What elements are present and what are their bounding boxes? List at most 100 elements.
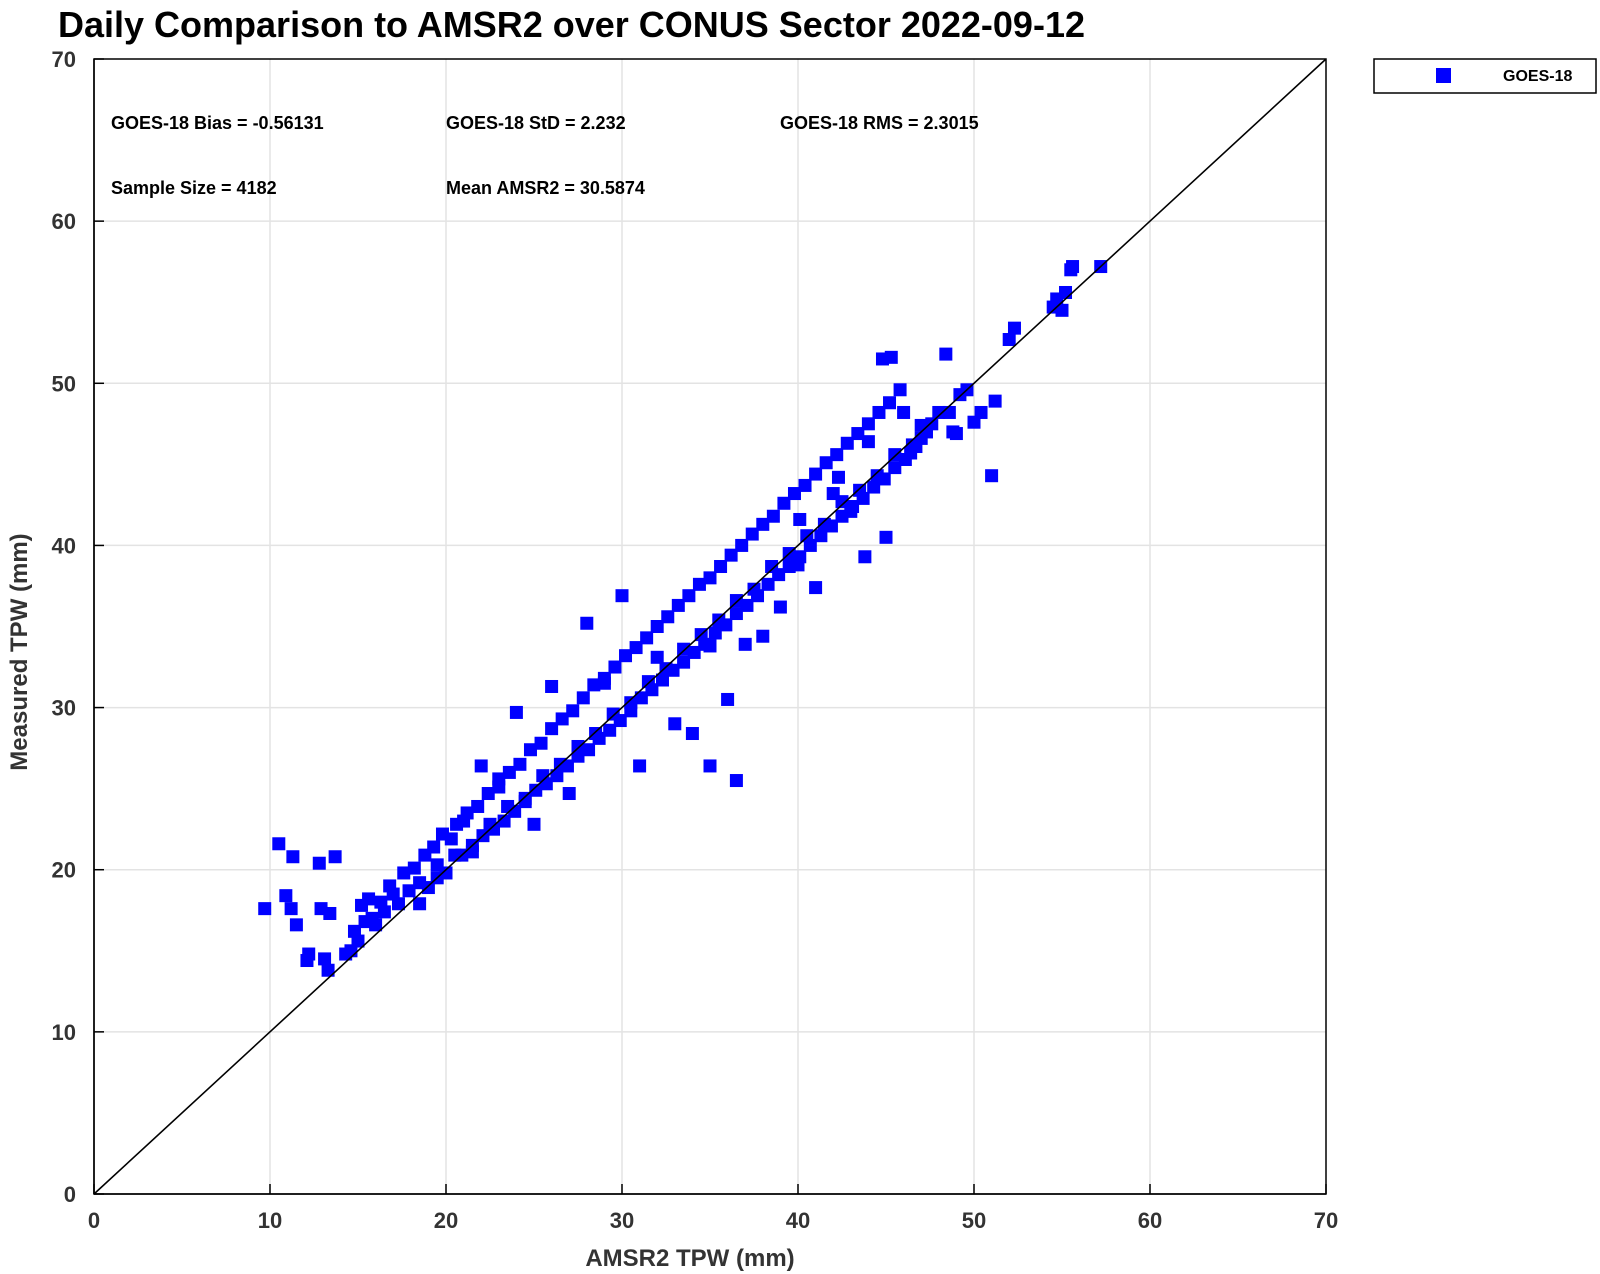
data-point (284, 902, 298, 916)
data-point (513, 757, 527, 771)
legend-marker-goes-18 (1436, 68, 1451, 83)
data-point (444, 832, 458, 846)
stat-rms: GOES-18 RMS = 2.3015 (780, 113, 979, 133)
data-point (668, 717, 682, 731)
data-point (777, 496, 791, 510)
data-point (1059, 285, 1073, 299)
data-point (302, 947, 316, 961)
data-point (703, 639, 717, 653)
x-axis-label: AMSR2 TPW (mm) (585, 1245, 794, 1272)
data-point (323, 906, 337, 920)
data-point (362, 892, 376, 906)
data-point (766, 509, 780, 523)
data-point (351, 934, 365, 948)
data-point (402, 884, 416, 898)
data-point (861, 435, 875, 449)
one-to-one-reference-line (93, 58, 1327, 1195)
data-point (576, 691, 590, 705)
data-point (597, 676, 611, 690)
data-point (258, 902, 272, 916)
data-point (724, 548, 738, 562)
data-point (615, 589, 629, 603)
data-point (925, 417, 939, 431)
data-point (523, 743, 537, 757)
legend-box (1373, 58, 1597, 94)
y-tick-label: 30 (52, 696, 76, 721)
x-tick-label: 70 (1314, 1208, 1338, 1233)
data-point (289, 918, 303, 932)
data-point (949, 427, 963, 441)
data-point (974, 405, 988, 419)
data-point (761, 577, 775, 591)
data-point (809, 467, 823, 481)
y-tick-label: 10 (52, 1020, 76, 1045)
data-point (328, 850, 342, 864)
data-point (729, 607, 743, 621)
data-point (589, 727, 603, 741)
data-point (536, 769, 550, 783)
data-point (624, 696, 638, 710)
data-point (481, 787, 495, 801)
data-point (603, 723, 617, 737)
x-tick-label: 20 (434, 1208, 458, 1233)
data-point (655, 673, 669, 687)
data-point (798, 478, 812, 492)
data-point (888, 448, 902, 462)
data-point (321, 963, 335, 977)
data-point (905, 438, 919, 452)
data-point (529, 783, 543, 797)
data-point (721, 692, 735, 706)
data-point (897, 405, 911, 419)
y-tick-label: 40 (52, 533, 76, 558)
data-point (677, 642, 691, 656)
stat-std: GOES-18 StD = 2.232 (446, 113, 626, 133)
data-point (819, 456, 833, 470)
data-point (501, 799, 515, 813)
data-point (729, 594, 743, 608)
stat-sample-size: Sample Size = 4182 (111, 178, 277, 198)
data-point (312, 856, 326, 870)
data-point (677, 655, 691, 669)
data-point (939, 347, 953, 361)
statistics-annotations: GOES-18 Bias = -0.56131 GOES-18 StD = 2.… (111, 113, 979, 198)
data-point (448, 848, 462, 862)
x-tick-label: 50 (962, 1208, 986, 1233)
data-point (765, 560, 779, 574)
data-point (634, 691, 648, 705)
data-point (1002, 333, 1016, 347)
data-point (712, 613, 726, 627)
data-point (747, 582, 761, 596)
data-point (692, 577, 706, 591)
x-tick-label: 40 (786, 1208, 810, 1233)
chart-title: Daily Comparison to AMSR2 over CONUS Sec… (58, 4, 1085, 45)
data-point (826, 487, 840, 501)
axis-ticks: 0 10 20 30 40 50 60 70 0 10 20 30 40 50 60 70 (52, 47, 1339, 1233)
data-point (397, 866, 411, 880)
data-point (369, 918, 383, 932)
data-point (703, 759, 717, 773)
data-point (888, 461, 902, 475)
data-point (740, 598, 754, 612)
x-tick-label: 30 (610, 1208, 634, 1233)
y-tick-label: 20 (52, 858, 76, 883)
data-point (391, 897, 405, 911)
data-point (471, 799, 485, 813)
stat-bias: GOES-18 Bias = -0.56131 (111, 113, 324, 133)
data-point (629, 641, 643, 655)
data-point (735, 538, 749, 552)
data-point (427, 840, 441, 854)
data-point (465, 845, 479, 859)
data-point (661, 610, 675, 624)
data-point (687, 645, 701, 659)
data-point (534, 736, 548, 750)
y-axis-label: Measured TPW (mm) (6, 533, 33, 770)
data-point (582, 743, 596, 757)
data-point (279, 889, 293, 903)
data-point (671, 598, 685, 612)
data-point (914, 418, 928, 432)
y-tick-label: 50 (52, 371, 76, 396)
data-point (714, 560, 728, 574)
data-point (830, 448, 844, 462)
data-point (685, 727, 699, 741)
data-point (870, 469, 884, 483)
